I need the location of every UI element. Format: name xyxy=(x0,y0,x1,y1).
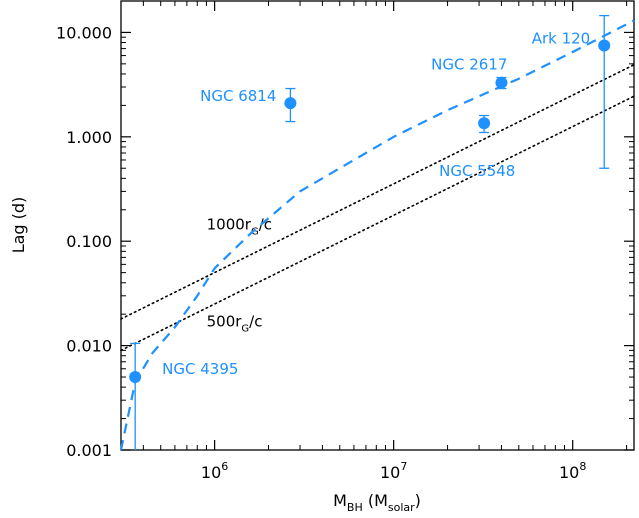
reference-line xyxy=(120,95,635,352)
data-point-label: NGC 2617 xyxy=(431,56,507,74)
data-point xyxy=(284,97,297,110)
y-tick-label: 1.000 xyxy=(66,128,112,147)
y-tick-label: 0.001 xyxy=(66,441,112,460)
y-axis-title: Lag (d) xyxy=(9,197,28,254)
model-curve-line xyxy=(119,19,635,451)
y-tick-labels: 0.001 0.010 0.100 1.000 10.000 xyxy=(56,23,112,460)
data-point-label: NGC 5548 xyxy=(439,162,515,180)
reference-line-label: 500rG/c xyxy=(207,313,263,335)
reference-line-label: 1000rG/c xyxy=(207,215,272,237)
data-point xyxy=(129,371,142,384)
y-tick-label: 10.000 xyxy=(56,23,112,42)
y-tick-label: 0.100 xyxy=(66,232,112,251)
data-points: NGC 4395 NGC 6814 NGC 5548 NGC 2617 Ark 120 xyxy=(129,14,611,450)
x-axis-title: MBH (Msolar) xyxy=(333,491,421,514)
data-point xyxy=(478,117,491,130)
minor-ticks xyxy=(120,0,634,450)
x-tick-label: 107 xyxy=(380,460,407,482)
data-point-label: NGC 6814 xyxy=(200,87,276,105)
x-tick-label: 106 xyxy=(201,460,228,482)
major-ticks xyxy=(121,1,634,451)
data-point-label: NGC 4395 xyxy=(162,360,238,378)
x-tick-label: 108 xyxy=(559,460,586,482)
data-point xyxy=(495,76,508,89)
data-point xyxy=(598,39,611,52)
x-tick-labels: 106 107 108 xyxy=(201,460,586,482)
y-tick-label: 0.010 xyxy=(66,337,112,356)
model-curve xyxy=(119,19,635,451)
reference-line xyxy=(120,63,635,320)
plot-area xyxy=(120,0,635,451)
data-point-label: Ark 120 xyxy=(532,29,591,47)
reference-lines: 1000rG/c 500rG/c xyxy=(120,63,635,352)
